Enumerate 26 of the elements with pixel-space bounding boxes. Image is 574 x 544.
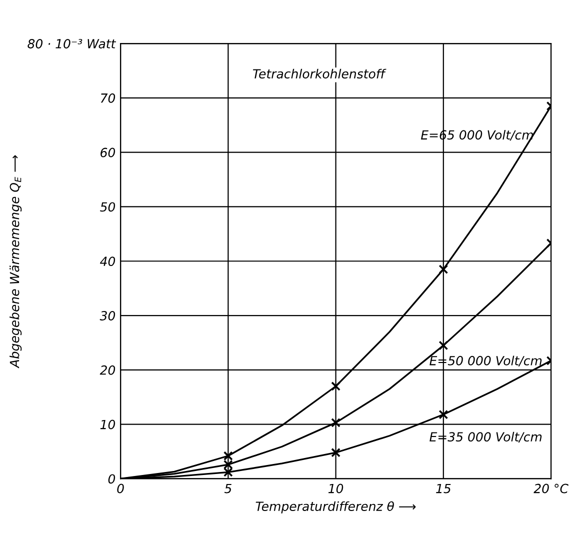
point: [438, 264, 448, 274]
point: [331, 448, 340, 458]
annotation: Tetrachlorkohlenstoff: [252, 68, 386, 79]
y-tick-label: 30: [100, 310, 116, 320]
y-tick-label: 20: [100, 365, 116, 375]
point: [438, 340, 448, 350]
y-tick-label: 70: [100, 93, 116, 103]
x-tick-label: 15: [436, 484, 451, 494]
y-tick-label: 0: [108, 474, 116, 484]
point: [331, 382, 340, 391]
y-tick-label: 10: [100, 420, 116, 430]
y-tick-label: 50: [100, 202, 116, 212]
x-tick-label: 5: [224, 484, 232, 494]
point: [331, 418, 340, 428]
x-axis-title: Temperaturdifferenz θ ⟶: [256, 501, 416, 514]
y-tick-label: 80 · 10⁻³ Watt: [28, 38, 116, 48]
x-tick-label: 10: [328, 484, 344, 494]
x-tick-label: 0: [117, 484, 124, 494]
x-tick-label: 20 °C: [534, 484, 568, 494]
point: [438, 410, 448, 420]
point: [223, 451, 233, 461]
point: [223, 460, 233, 470]
y-tick-label: 60: [100, 148, 116, 158]
y-axis-title: Abgegebene Wärmemenge Q$_{E}$ ⟶: [10, 155, 22, 368]
point: [223, 467, 233, 477]
y-tick-label: 40: [100, 256, 116, 266]
